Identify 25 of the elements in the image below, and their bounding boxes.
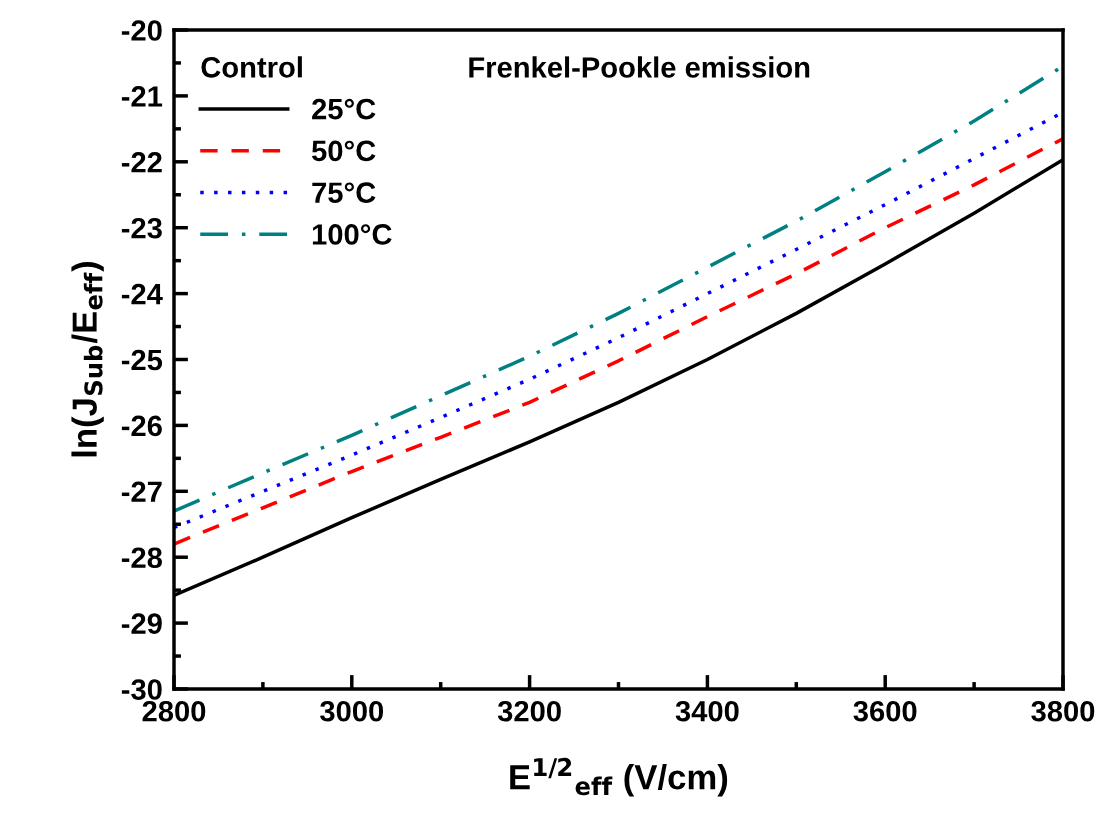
x-tick-label: 3000 bbox=[320, 700, 384, 722]
y-tick-label: -30 bbox=[121, 679, 162, 700]
y-tick-label: -24 bbox=[121, 283, 163, 305]
x-axis-title: E$^{1/2}$$_{eff}$ (V/cm) bbox=[510, 757, 728, 797]
y-tick-label: -26 bbox=[121, 415, 162, 437]
y-tick-label: -27 bbox=[121, 481, 162, 502]
legend-title: Control bbox=[201, 56, 302, 78]
y-tick-label: -22 bbox=[121, 152, 162, 173]
legend-label: 75°C bbox=[312, 182, 376, 203]
legend-label: 25°C bbox=[312, 98, 376, 120]
x-tick-label: 3200 bbox=[497, 700, 561, 722]
x-tick-label: 3400 bbox=[675, 700, 739, 722]
y-tick-label: -21 bbox=[121, 86, 163, 107]
y-tick-label: -23 bbox=[121, 217, 162, 239]
x-tick-label: 3800 bbox=[1031, 700, 1095, 722]
x-tick-label: 2800 bbox=[142, 700, 206, 722]
legend-label: 100°C bbox=[312, 224, 392, 245]
y-axis-title: ln(J$_{Sub}$/E$_{eff}$) bbox=[71, 262, 104, 457]
x-tick-label: 3600 bbox=[853, 700, 917, 722]
y-tick-label: -20 bbox=[121, 20, 162, 41]
annotation: Frenkel-Pookle emission bbox=[469, 56, 810, 78]
legend-label: 50°C bbox=[311, 140, 376, 162]
y-tick-label: -28 bbox=[121, 547, 162, 569]
y-tick-label: -29 bbox=[121, 613, 162, 634]
y-tick-label: -25 bbox=[121, 349, 163, 371]
